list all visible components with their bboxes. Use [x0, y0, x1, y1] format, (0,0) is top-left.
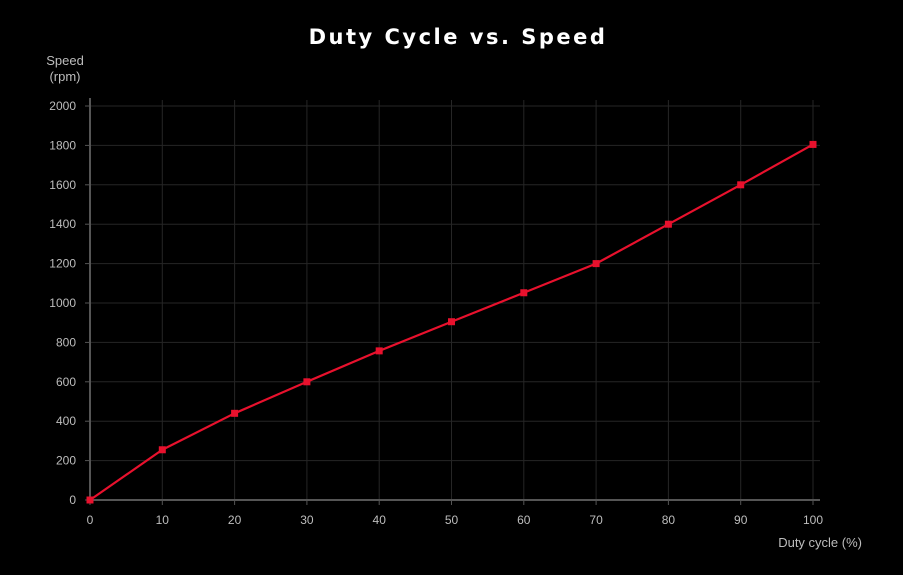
y-tick-label-10: 2000 [49, 99, 76, 113]
data-point-0-6 [520, 289, 528, 297]
x-tick-label-8: 80 [662, 513, 676, 527]
y-tick-label-5: 1000 [49, 296, 76, 310]
x-tick-label-5: 50 [445, 513, 459, 527]
tick-labels: 0 200 400 600 800 1000 1200 1400 1600 1800 2000 0 10… [49, 99, 823, 527]
y-axis-label-line-2: (rpm) [49, 69, 80, 84]
data-point-0-4 [375, 347, 383, 355]
series-group [86, 140, 817, 504]
x-axis-label: Duty cycle (%) [778, 535, 862, 550]
x-tick-label-10: 100 [803, 513, 823, 527]
y-tick-label-3: 600 [56, 375, 76, 389]
y-tick-label-4: 800 [56, 335, 76, 349]
x-tick-label-7: 70 [589, 513, 603, 527]
data-point-0-8 [664, 220, 672, 228]
y-tick-label-7: 1400 [49, 217, 76, 231]
chart-title: Duty Cycle vs. Speed [309, 25, 608, 49]
x-tick-label-9: 90 [734, 513, 748, 527]
data-point-0-1 [158, 446, 166, 454]
y-tick-label-6: 1200 [49, 257, 76, 271]
x-tick-label-4: 40 [373, 513, 387, 527]
data-point-0-5 [448, 318, 455, 326]
data-point-0-7 [592, 260, 600, 268]
data-point-0-10 [809, 140, 817, 148]
data-point-0-9 [737, 181, 745, 189]
data-point-0-3 [303, 378, 311, 386]
y-tick-label-2: 400 [56, 414, 76, 428]
y-tick-label-1: 200 [56, 454, 76, 468]
x-tick-label-3: 30 [300, 513, 314, 527]
grid [90, 100, 820, 500]
y-axis-label-line-1: Speed [46, 53, 84, 68]
y-tick-label-0: 0 [69, 493, 76, 507]
axes [85, 98, 820, 505]
x-tick-label-2: 20 [228, 513, 242, 527]
x-tick-label-0: 0 [87, 513, 94, 527]
x-tick-label-6: 60 [517, 513, 531, 527]
y-tick-label-9: 1800 [49, 138, 76, 152]
y-tick-label-8: 1600 [49, 178, 76, 192]
data-point-0-0 [86, 496, 94, 504]
data-point-0-2 [231, 409, 239, 417]
x-tick-label-1: 10 [156, 513, 170, 527]
